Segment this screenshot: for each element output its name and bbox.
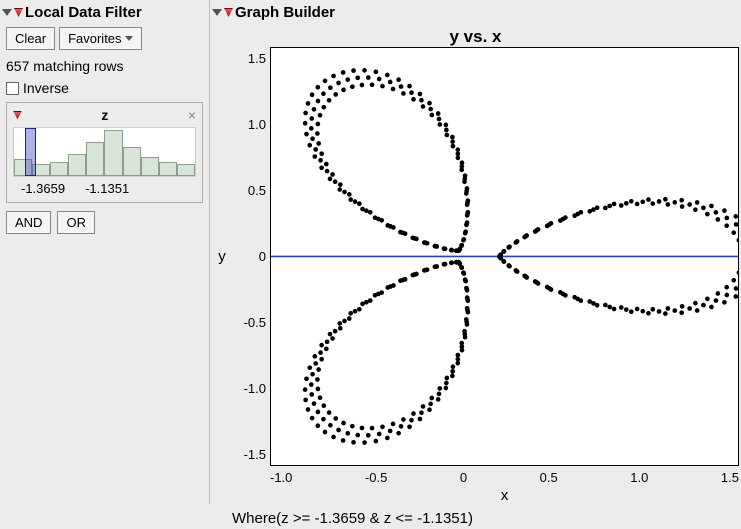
inverse-checkbox[interactable] bbox=[6, 82, 19, 95]
filter-card: z × -1.3659 -1.1351 bbox=[6, 102, 203, 203]
red-triangle-icon[interactable] bbox=[14, 8, 23, 17]
filter-var-label: z bbox=[22, 107, 188, 123]
scatter-plot[interactable] bbox=[270, 47, 739, 466]
and-button[interactable]: AND bbox=[6, 211, 51, 234]
range-hi: -1.1351 bbox=[85, 181, 129, 196]
filter-panel-header: Local Data Filter bbox=[2, 2, 207, 25]
graph-panel-header: Graph Builder bbox=[212, 2, 739, 25]
graph-panel-title: Graph Builder bbox=[235, 4, 335, 21]
red-triangle-icon[interactable] bbox=[13, 111, 22, 120]
matching-rows-text: 657 matching rows bbox=[2, 56, 207, 80]
inverse-label: Inverse bbox=[23, 80, 69, 96]
close-icon[interactable]: × bbox=[188, 107, 196, 123]
disclose-icon[interactable] bbox=[2, 9, 12, 16]
or-button[interactable]: OR bbox=[57, 211, 95, 234]
x-axis-label: x bbox=[270, 485, 739, 506]
x-axis-ticks: -1.0-0.500.51.01.5 bbox=[270, 466, 739, 485]
disclose-icon[interactable] bbox=[212, 9, 222, 16]
where-clause: Where(z >= -1.3659 & z <= -1.1351) bbox=[212, 506, 739, 529]
red-triangle-icon[interactable] bbox=[224, 8, 233, 17]
clear-button[interactable]: Clear bbox=[6, 27, 55, 50]
y-axis-label: y bbox=[212, 47, 232, 466]
range-lo: -1.3659 bbox=[21, 181, 65, 196]
chart-title: y vs. x bbox=[212, 25, 739, 47]
chevron-down-icon bbox=[125, 36, 133, 41]
filter-panel-title: Local Data Filter bbox=[25, 4, 142, 21]
favorites-button[interactable]: Favorites bbox=[59, 27, 141, 50]
y-axis-ticks: 1.51.00.50-0.5-1.0-1.5 bbox=[232, 47, 270, 466]
histogram-slider[interactable] bbox=[13, 127, 196, 177]
